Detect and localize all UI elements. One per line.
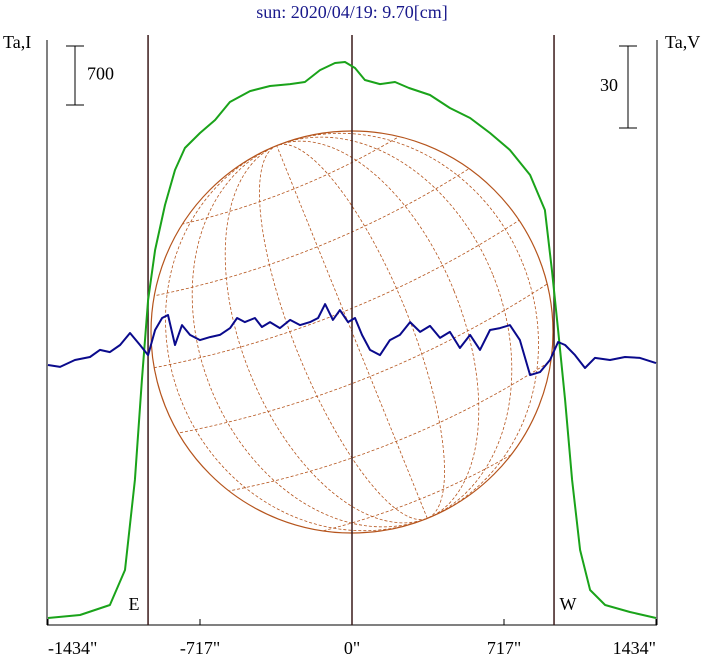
limb-label: E [129, 594, 140, 614]
x-tick-label: -1434" [48, 638, 97, 658]
limb-label: W [560, 594, 577, 614]
scale-bar-label: 700 [87, 64, 114, 84]
scale-bar-label: 30 [600, 75, 618, 95]
chart-title: sun: 2020/04/19: 9.70[cm] [256, 2, 448, 22]
y2-axis-label: Ta,V [665, 32, 700, 52]
x-tick-label: 1434" [613, 638, 656, 658]
x-tick-label: -717" [180, 638, 220, 658]
x-tick-label: 0" [344, 638, 360, 658]
y-axis-label: Ta,I [3, 32, 31, 52]
series-line [47, 303, 657, 377]
x-tick-label: 717" [487, 638, 521, 658]
